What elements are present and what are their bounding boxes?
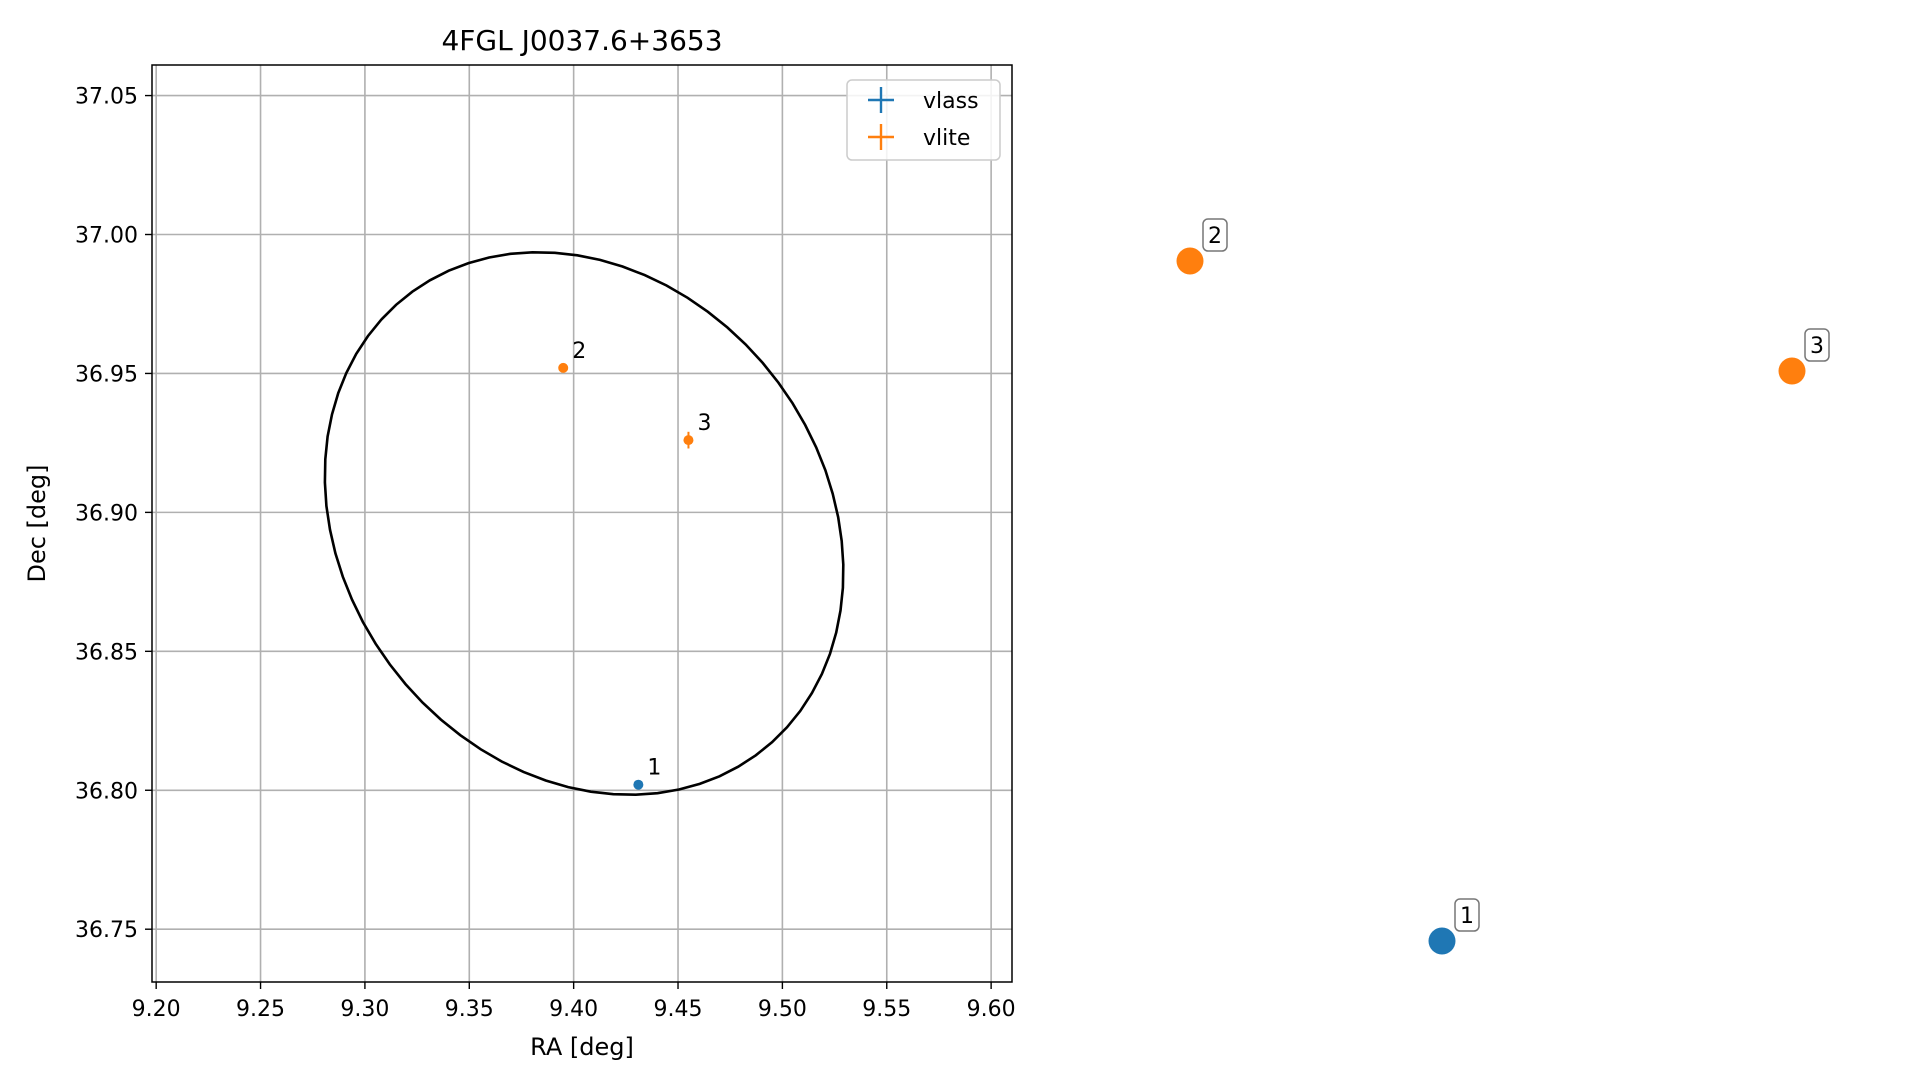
y-tick-label: 37.05 [75, 85, 138, 110]
x-tick-label: 9.50 [758, 997, 807, 1022]
point-label: 3 [697, 411, 711, 436]
x-tick-label: 9.55 [862, 997, 911, 1022]
error-ellipse-layer [323, 250, 845, 797]
axis-ticks: 9.20 9.25 9.30 9.35 9.40 9.45 9.50 9.55 9.60 36.7… [75, 85, 1016, 1022]
point-label: 2 [572, 339, 586, 364]
grid-lines [152, 65, 1012, 982]
side-marker-label: 3 [1810, 334, 1824, 359]
side-markers: 2 3 1 [1176, 218, 1830, 955]
y-axis-label: Dec [deg] [23, 464, 51, 582]
side-marker-vlite [1778, 357, 1806, 385]
data-points: 1 2 3 [558, 339, 711, 790]
data-point-vlass [633, 779, 644, 790]
x-axis-label: RA [deg] [530, 1033, 634, 1061]
legend: vlass vlite [846, 79, 1001, 161]
x-tick-label: 9.25 [236, 997, 285, 1022]
y-tick-label: 36.95 [75, 362, 138, 387]
y-tick-label: 36.75 [75, 918, 138, 943]
chart-title: 4FGL J0037.6+3653 [441, 24, 722, 57]
side-marker-vlite [1176, 247, 1204, 275]
y-tick-label: 36.80 [75, 779, 138, 804]
x-tick-label: 9.20 [132, 997, 181, 1022]
x-tick-label: 9.35 [445, 997, 494, 1022]
legend-entry-vlite: vlite [923, 126, 970, 151]
side-label-box [1454, 898, 1480, 932]
x-tick-label: 9.45 [654, 997, 703, 1022]
axes-frame [151, 64, 1013, 983]
y-tick-label: 37.00 [75, 224, 138, 249]
x-tick-label: 9.60 [967, 997, 1016, 1022]
data-point-vlite [558, 362, 569, 373]
y-tick-label: 36.90 [75, 501, 138, 526]
x-tick-label: 9.30 [340, 997, 389, 1022]
side-marker-vlass [1428, 927, 1456, 955]
side-marker-label: 2 [1208, 224, 1222, 249]
error-ellipse [323, 250, 845, 797]
side-label-box [1202, 218, 1228, 252]
data-point-vlite [683, 435, 694, 446]
x-tick-label: 9.40 [549, 997, 598, 1022]
point-label: 1 [647, 756, 661, 781]
y-tick-label: 36.85 [75, 640, 138, 665]
legend-entry-vlass: vlass [923, 89, 979, 114]
side-marker-label: 1 [1460, 904, 1474, 929]
side-label-box [1804, 328, 1830, 362]
